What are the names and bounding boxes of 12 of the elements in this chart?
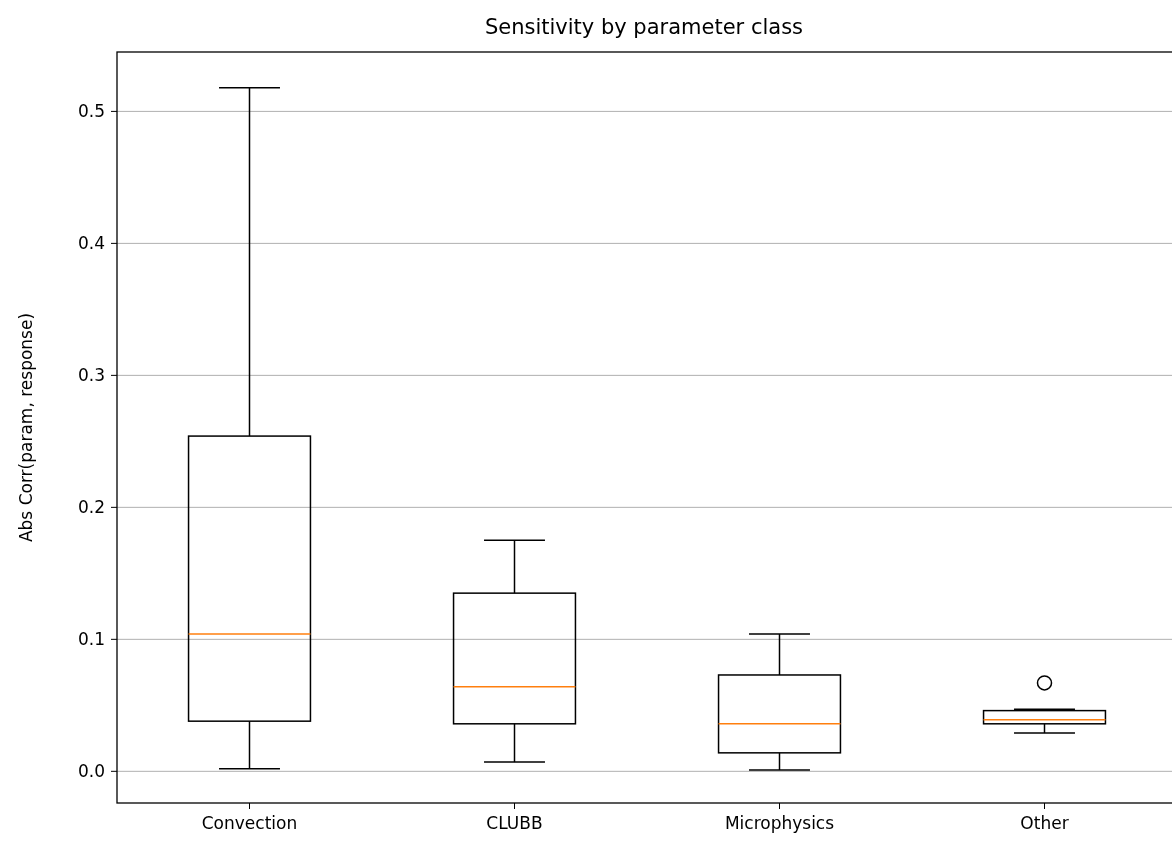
- y-axis-title: Abs Corr(param, response): [16, 312, 36, 543]
- y-tick-label: 0.3: [77, 365, 105, 386]
- y-tick-label: 0.0: [77, 761, 105, 782]
- x-tick-label: Microphysics: [724, 813, 835, 833]
- y-tick-label: 0.4: [77, 233, 105, 254]
- x-tick-label: Convection: [201, 813, 298, 833]
- y-tick-label: 0.2: [77, 497, 105, 518]
- y-tick-label: 0.1: [77, 629, 105, 650]
- x-tick-label: Other: [1020, 813, 1069, 833]
- x-tick-label: CLUBB: [486, 813, 543, 833]
- y-tick-label: 0.5: [77, 101, 105, 122]
- chart-title: Sensitivity by parameter class: [484, 15, 804, 39]
